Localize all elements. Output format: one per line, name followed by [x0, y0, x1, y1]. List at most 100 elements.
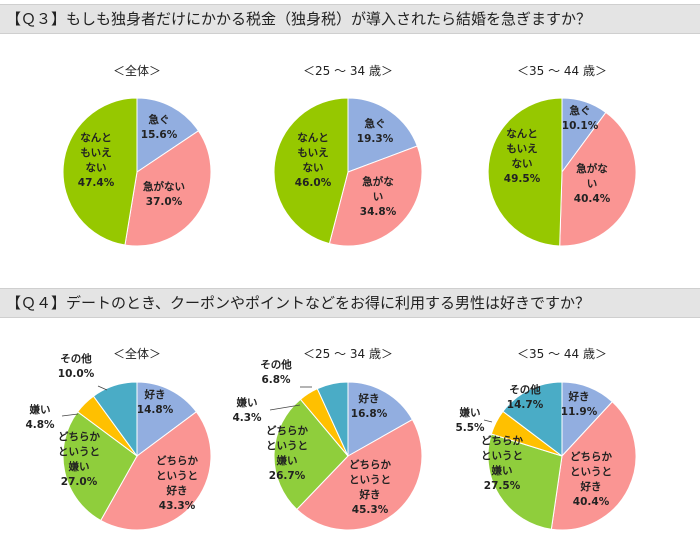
- pie-slice: [550, 401, 637, 531]
- chart-title: ＜全体＞: [113, 63, 161, 78]
- slice-label-line: どちらか: [266, 424, 308, 437]
- slice-percent: 45.3%: [352, 504, 389, 516]
- slice-label-line: というと: [481, 450, 523, 462]
- slice-percent: 34.8%: [360, 206, 397, 218]
- q4-title: 【Ｑ４】デートのとき、クーポンやポイントなどをお得に利用する男性は好きですか？: [6, 294, 590, 312]
- pie-slice: [124, 130, 212, 247]
- slice-label-line: 急がな: [576, 162, 608, 175]
- slice-label: 急ぐ 19.3%: [357, 117, 394, 145]
- slice-label-line: 嫌い: [236, 396, 258, 409]
- slice-percent: 37.0%: [146, 196, 183, 208]
- pie-slice: [62, 97, 138, 246]
- slice-label-line: その他: [509, 383, 541, 396]
- pie-chart-6: ＜35 ～ 44 歳＞好き 11.9%どちらかというと好き 40.4%どちらかという…: [455, 347, 637, 531]
- pie-slice: [347, 97, 418, 173]
- slice-label-line: 好き: [568, 390, 590, 403]
- chart-title: ＜25 ～ 34 歳＞: [303, 64, 393, 78]
- slice-label: 嫌い 4.8%: [25, 403, 55, 431]
- slice-label: なんともいえない 47.4%: [78, 132, 115, 189]
- slice-label-line: というと: [570, 466, 612, 478]
- slice-label: 急がない 34.8%: [360, 175, 397, 218]
- pie-slice: [136, 97, 200, 173]
- leader-line: [269, 404, 301, 411]
- pie-chart-1: ＜全体＞ 急ぐ 15.6% 急がない 37.0% なんともいえない 47.4%: [62, 63, 212, 247]
- slice-percent: 40.4%: [574, 193, 611, 205]
- slice-label-line: い: [373, 191, 384, 203]
- slice-percent: 14.7%: [507, 399, 544, 411]
- slice-label: どちらかというと嫌い 26.7%: [266, 424, 308, 482]
- q3-header: 【Ｑ３】もしも独身者だけにかかる税金（独身税）が導入されたら結婚を急ぎますか？: [0, 4, 700, 34]
- slice-label-line: い: [587, 178, 598, 190]
- slice-label-line: 急ぐ: [149, 113, 170, 126]
- slice-label-line: 嫌い: [276, 454, 298, 467]
- slice-percent: 15.6%: [141, 129, 178, 141]
- slice-label-line: 好き: [358, 392, 380, 405]
- chart-title: ＜35 ～ 44 歳＞: [517, 64, 607, 78]
- slice-label-line: ない: [512, 158, 533, 170]
- pie-slice: [136, 381, 198, 457]
- slice-percent: 27.0%: [61, 476, 98, 488]
- chart-title: ＜25 ～ 34 歳＞: [303, 347, 393, 361]
- pie-slice: [347, 381, 414, 457]
- slice-label-line: 急がない: [143, 180, 185, 193]
- slice-label-line: 好き: [166, 484, 188, 497]
- pie-slice: [62, 411, 138, 522]
- slice-label: 急がない 37.0%: [143, 180, 185, 208]
- slice-label: 嫌い 4.3%: [232, 396, 262, 424]
- slice-percent: 4.8%: [25, 419, 55, 431]
- chart-title: ＜全体＞: [113, 346, 161, 361]
- pie-chart-3: ＜35 ～ 44 歳＞ 急ぐ 10.1% 急がない 40.4% なんともいえない 49.5%: [487, 64, 637, 247]
- pie-slice: [92, 381, 138, 458]
- slice-label-line: というと: [349, 474, 391, 486]
- slice-label-line: ない: [303, 162, 324, 174]
- slice-label-line: というと: [266, 440, 308, 452]
- slice-label-line: 急ぐ: [570, 104, 591, 117]
- slice-label: 急がない 40.4%: [574, 162, 611, 205]
- slice-label: どちらかというと嫌い 27.5%: [481, 434, 523, 492]
- q4-header: 【Ｑ４】デートのとき、クーポンやポイントなどをお得に利用する男性は好きですか？: [0, 288, 700, 318]
- slice-label-line: なんと: [506, 128, 538, 140]
- slice-label-line: もいえ: [506, 143, 537, 155]
- pie-chart-2: ＜25 ～ 34 歳＞ 急ぐ 19.3% 急がない 34.8% なんともいえない 46.0%: [273, 64, 423, 247]
- slice-percent: 10.1%: [562, 120, 599, 132]
- slice-label: その他 14.7%: [507, 383, 544, 411]
- slice-percent: 10.0%: [58, 368, 95, 380]
- slice-percent: 5.5%: [455, 422, 485, 434]
- slice-label-line: なんと: [80, 132, 112, 144]
- slice-percent: 49.5%: [504, 173, 541, 185]
- slice-percent: 14.8%: [137, 404, 174, 416]
- slice-label: なんともいえない 46.0%: [295, 132, 332, 189]
- slice-label-line: 好き: [359, 488, 381, 501]
- leader-line: [97, 385, 108, 391]
- slice-percent: 47.4%: [78, 177, 115, 189]
- slice-label-line: もいえ: [80, 147, 111, 159]
- slice-label-line: どちらか: [156, 454, 198, 467]
- pie-slice: [502, 381, 563, 458]
- chart-title: ＜35 ～ 44 歳＞: [517, 347, 607, 361]
- pie-slice: [487, 433, 563, 530]
- pie-chart-4: ＜全体＞好き 14.8%どちらかというと好き 43.3%どちらかというと嫌い 27.0…: [25, 346, 212, 531]
- slice-label-line: その他: [260, 358, 292, 371]
- slice-percent: 6.8%: [261, 374, 291, 386]
- slice-label-line: というと: [58, 446, 100, 458]
- slice-label: なんともいえない 49.5%: [504, 128, 541, 185]
- pie-chart-5: ＜25 ～ 34 歳＞好き 16.8%どちらかというと好き 45.3%どちらかという…: [232, 347, 423, 531]
- slice-percent: 46.0%: [295, 177, 332, 189]
- slice-label: 急ぐ 10.1%: [562, 104, 599, 132]
- slice-label-line: ない: [86, 162, 107, 174]
- pie-slice: [487, 97, 563, 247]
- slice-label-line: もいえ: [297, 147, 328, 159]
- slice-percent: 40.4%: [573, 496, 610, 508]
- pie-slice: [273, 97, 349, 245]
- slice-label: 嫌い 5.5%: [455, 406, 485, 434]
- pie-slice: [273, 398, 349, 511]
- slice-label-line: なんと: [297, 132, 329, 144]
- pie-slice: [316, 381, 349, 457]
- slice-percent: 11.9%: [561, 406, 598, 418]
- slice-label-line: 急ぐ: [365, 117, 386, 130]
- slice-percent: 43.3%: [159, 500, 196, 512]
- slice-label-line: どちらか: [349, 458, 391, 471]
- slice-label: 好き 16.8%: [351, 392, 388, 420]
- slice-label: どちらかというと嫌い 27.0%: [58, 430, 100, 488]
